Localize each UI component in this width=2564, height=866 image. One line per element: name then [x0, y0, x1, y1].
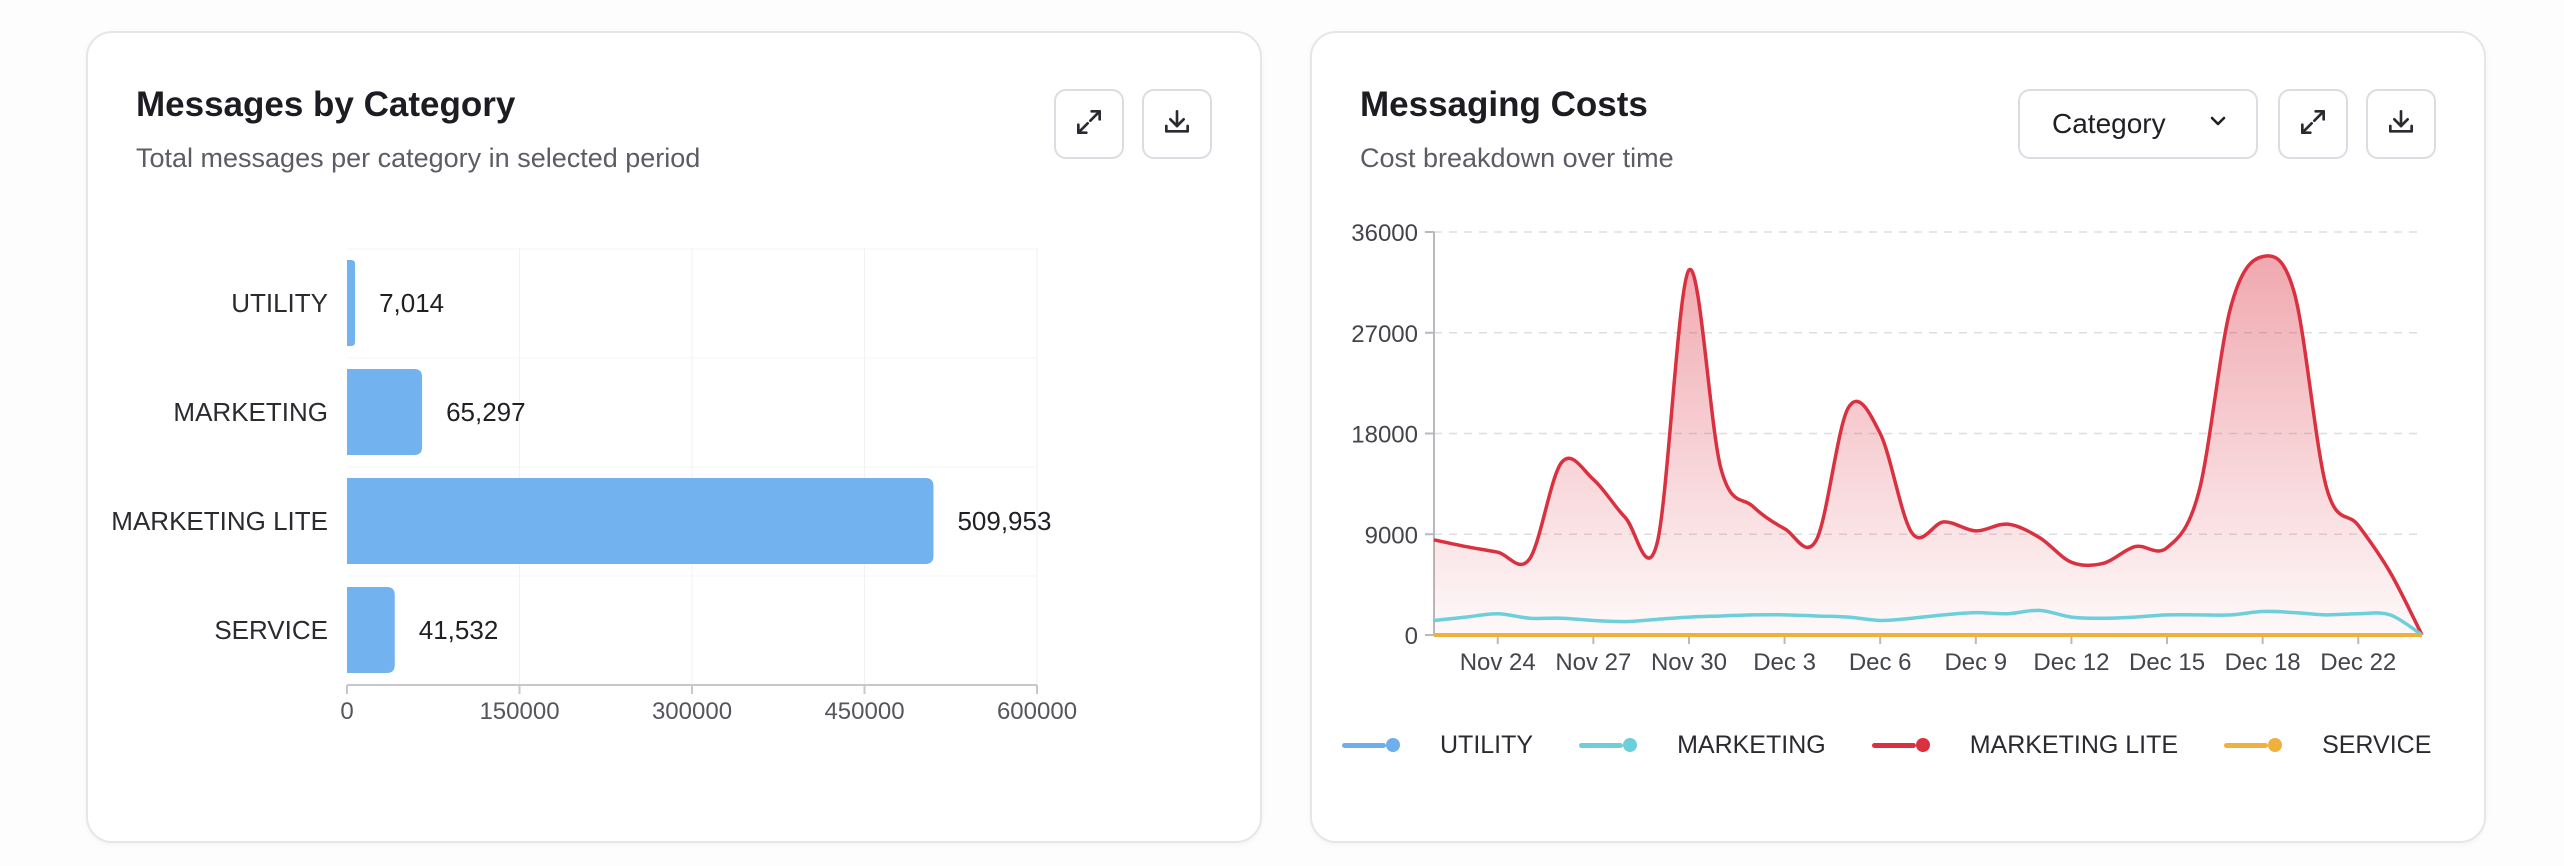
x-tick-label: Nov 24	[1460, 649, 1536, 676]
x-tick-label: Dec 6	[1849, 649, 1912, 676]
expand-button[interactable]	[2278, 89, 2348, 159]
download-button[interactable]	[1142, 89, 1212, 159]
x-tick-label: Dec 3	[1753, 649, 1816, 676]
legend-swatch	[1579, 735, 1638, 755]
bar	[347, 369, 423, 455]
x-tick-label: Dec 15	[2129, 649, 2205, 676]
y-tick-label: 18000	[1351, 422, 1418, 449]
card-title: Messages by Category	[136, 85, 516, 124]
data-label: 65,297	[446, 397, 526, 427]
download-icon	[1161, 106, 1193, 143]
x-tick-label: 150000	[479, 698, 559, 725]
category-label: MARKETING	[173, 397, 328, 427]
series-area-marketing-lite	[1434, 255, 2422, 635]
category-select[interactable]: Category	[2018, 89, 2258, 159]
x-tick-label: Nov 30	[1651, 649, 1727, 676]
data-label: 41,532	[419, 615, 499, 645]
area-chart: 0 9000 18000 27000 36000 Nov 24 Nov 27 Nov 30 De…	[1351, 220, 2424, 676]
y-tick-label: 0	[1405, 623, 1418, 650]
x-tick-label: Dec 18	[2225, 649, 2301, 676]
legend-label: MARKETING	[1677, 730, 1826, 759]
legend-item-utility[interactable]: UTILITY	[1342, 731, 1533, 760]
bar	[347, 260, 356, 346]
category-select-value: Category	[2052, 108, 2166, 139]
y-tick-label: 9000	[1365, 522, 1418, 549]
legend-item-marketing-lite[interactable]: MARKETING LITE	[1871, 730, 2179, 760]
legend-label: SERVICE	[2322, 730, 2432, 759]
category-label: MARKETING LITE	[111, 506, 328, 536]
data-label: 7,014	[379, 288, 444, 318]
x-tick-label: 600000	[997, 698, 1077, 725]
chart-legend: UTILITY MARKETING MARKETING LITE SERVICE	[1342, 725, 2477, 765]
y-tick-label: 36000	[1351, 220, 1418, 247]
legend-label: MARKETING LITE	[1969, 730, 2179, 759]
expand-button[interactable]	[1054, 89, 1124, 159]
messages-by-category-card: Messages by Category Total messages per …	[86, 31, 1262, 843]
x-tick-label: 0	[340, 698, 353, 725]
legend-item-service[interactable]: SERVICE	[2224, 731, 2431, 760]
legend-swatch	[1871, 735, 1930, 755]
x-tick-label: Dec 22	[2320, 649, 2396, 676]
x-tick-label: Dec 12	[2033, 649, 2109, 676]
data-label: 509,953	[957, 506, 1051, 536]
x-tick-label: Nov 27	[1555, 649, 1631, 676]
legend-swatch	[1342, 735, 1400, 755]
download-icon	[2385, 106, 2417, 143]
bar	[347, 478, 934, 564]
bar-chart: 0 150000 300000 450000 600000 UTILITY 7,014 MAR…	[111, 248, 1077, 725]
category-label: SERVICE	[214, 615, 328, 645]
messaging-costs-card: Messaging Costs Cost breakdown over time…	[1310, 31, 2486, 843]
x-tick-label: 300000	[652, 698, 732, 725]
legend-item-marketing[interactable]: MARKETING	[1579, 731, 1826, 760]
bar	[347, 587, 395, 673]
x-tick-label: Dec 9	[1944, 649, 2007, 676]
chevron-down-icon	[2206, 108, 2230, 140]
card-subtitle: Cost breakdown over time	[1360, 143, 1674, 173]
x-tick-label: 450000	[824, 698, 904, 725]
expand-icon	[2297, 106, 2329, 143]
series-line-marketing-lite	[1433, 254, 2424, 636]
download-button[interactable]	[2366, 89, 2436, 159]
category-label: UTILITY	[231, 288, 328, 318]
legend-label: UTILITY	[1440, 730, 1534, 759]
legend-swatch	[2224, 735, 2283, 755]
series-line-marketing	[1433, 608, 2423, 637]
y-tick-label: 27000	[1351, 321, 1418, 348]
expand-icon	[1073, 106, 1105, 143]
card-subtitle: Total messages per category in selected …	[136, 143, 701, 173]
card-title: Messaging Costs	[1360, 85, 1648, 124]
